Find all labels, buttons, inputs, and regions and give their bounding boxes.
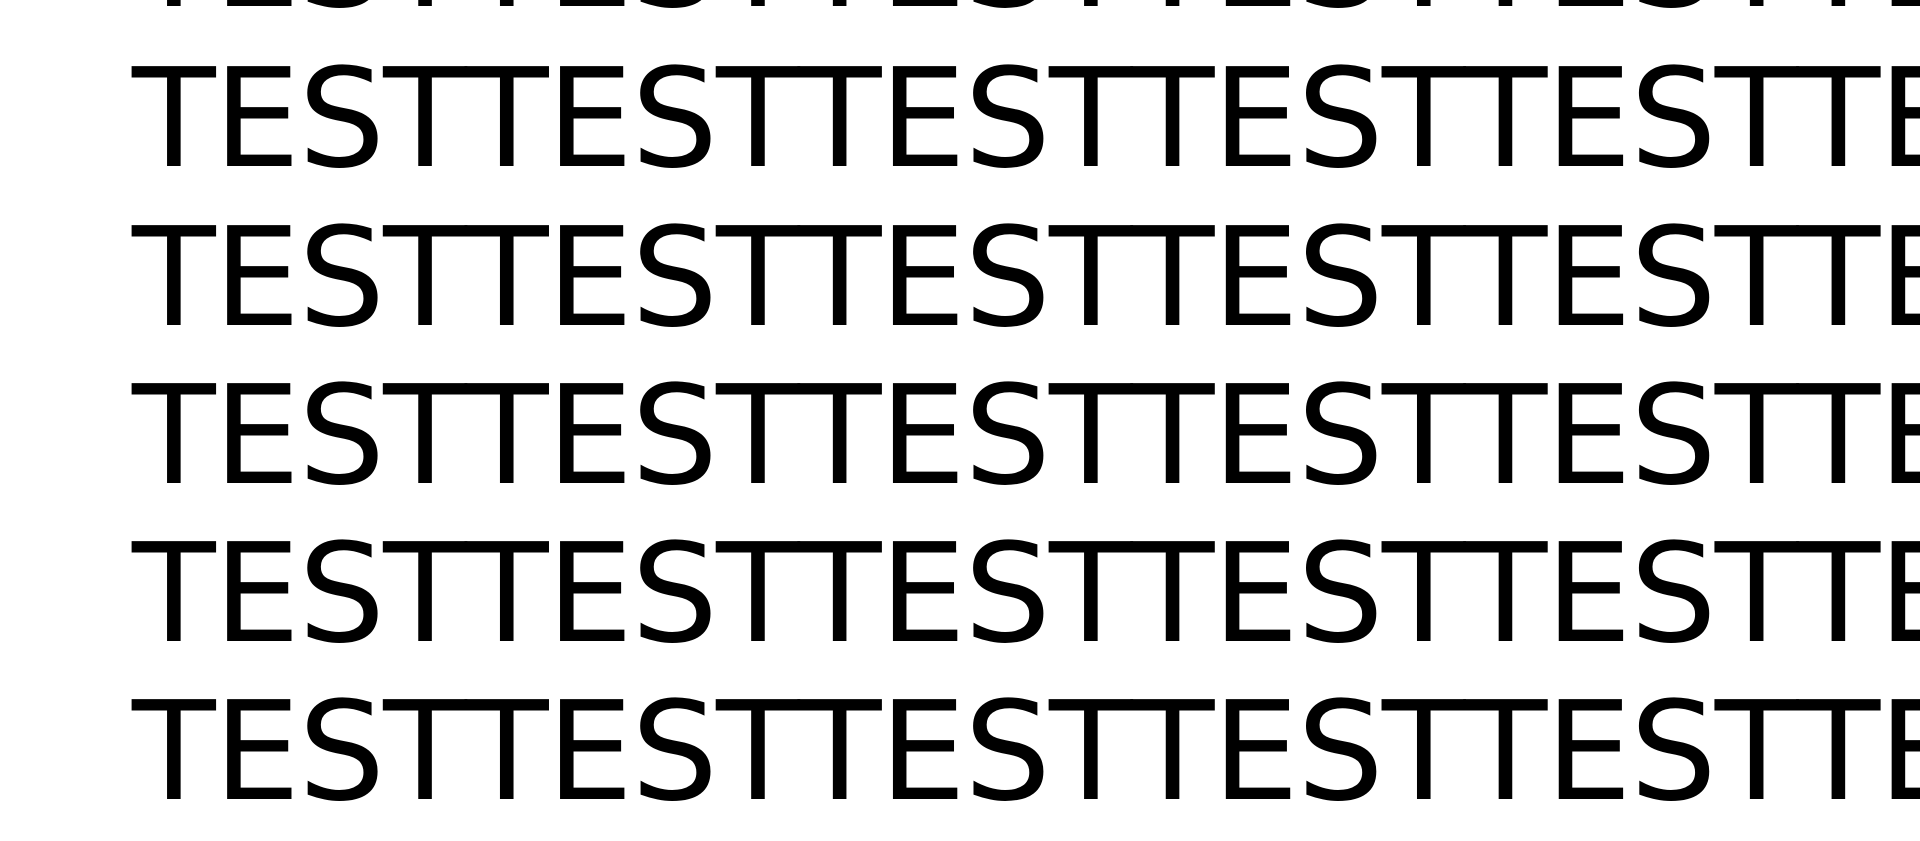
test-word: TEST: [1463, 673, 1799, 832]
test-word: TEST: [1796, 199, 1920, 358]
test-word: TEST: [464, 357, 800, 516]
test-word: TEST: [464, 515, 800, 674]
test-word: TEST: [1796, 40, 1920, 199]
test-word: TEST: [1797, 0, 1920, 28]
test-word: TEST: [1463, 357, 1799, 516]
test-word: TEST: [797, 673, 1133, 832]
test-word: TEST: [132, 515, 467, 674]
test-word: TEST: [798, 0, 1133, 28]
test-word: TEST: [132, 673, 467, 832]
test-word: TEST: [1130, 515, 1466, 674]
test-word: TEST: [1130, 357, 1466, 516]
test-word: TEST: [464, 199, 800, 358]
text-row: TEST TEST TEST TEST TEST TEST: [132, 199, 1920, 358]
test-word: TEST: [465, 0, 800, 28]
test-word: TEST: [1796, 357, 1920, 516]
test-word: TEST: [132, 199, 467, 358]
test-word: TEST: [1463, 40, 1799, 199]
text-row: TEST TEST TEST TEST TEST TEST: [132, 357, 1920, 516]
test-word: TEST: [464, 673, 800, 832]
test-word: TEST: [1796, 673, 1920, 832]
test-word: TEST: [1130, 40, 1466, 199]
test-word: TEST: [132, 357, 467, 516]
test-word: TEST: [1464, 0, 1799, 28]
text-row-partial-top: TEST TEST TEST TEST TEST TEST: [132, 0, 1920, 28]
test-word: TEST: [132, 0, 467, 28]
test-word: TEST: [797, 515, 1133, 674]
text-row: TEST TEST TEST TEST TEST TEST: [132, 515, 1920, 674]
test-word: TEST: [797, 40, 1133, 199]
test-word: TEST: [1796, 515, 1920, 674]
test-word: TEST: [132, 40, 467, 199]
test-word: TEST: [1131, 0, 1466, 28]
test-word: TEST: [797, 199, 1133, 358]
test-word: TEST: [1463, 515, 1799, 674]
test-word: TEST: [1130, 673, 1466, 832]
test-word: TEST: [1130, 199, 1466, 358]
text-row: TEST TEST TEST TEST TEST TEST: [132, 673, 1920, 832]
test-word: TEST: [1463, 199, 1799, 358]
test-word: TEST: [464, 40, 800, 199]
text-row: TEST TEST TEST TEST TEST TEST: [132, 40, 1920, 199]
test-word: TEST: [797, 357, 1133, 516]
